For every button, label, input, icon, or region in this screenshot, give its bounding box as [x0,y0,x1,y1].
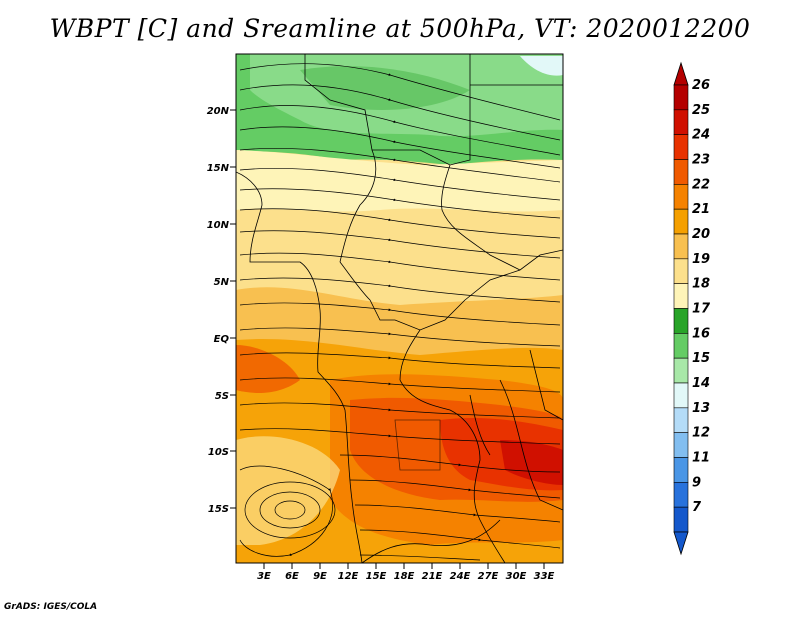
lat-label: 10S [208,447,229,458]
colorbar-label: 15 [692,351,710,366]
colorbar-bottom-arrow [673,531,689,556]
colorbar-label: 18 [692,277,710,292]
colorbar-label: 23 [692,153,710,168]
lat-label: 15S [208,504,229,515]
colorbar-swatch [673,184,689,210]
map-title: WBPT [C] and Sreamline at 500hPa, VT: 20… [49,14,751,43]
lat-label: 10N [207,220,230,231]
colorbar-label: 12 [692,426,710,441]
colorbar-swatch [673,382,689,409]
lat-label: 5S [215,391,229,402]
lon-label: 21E [422,571,443,582]
lon-label: 9E [313,571,327,582]
lat-label: EQ [214,334,230,345]
colorbar-swatch [673,333,689,359]
lat-label: 15N [207,163,230,174]
colorbar-label: 16 [692,326,710,341]
colorbar-swatch [673,109,689,135]
colorbar-swatch [673,159,689,185]
lat-label: 20N [207,106,230,117]
lat-label: 5N [214,277,230,288]
colorbar-label: 19 [692,252,710,267]
latitude-axis: 20N 15N 10N 5N EQ 5S 10S 15S [207,106,236,515]
colorbar-label: 13 [692,401,710,416]
colorbar-label: 25 [692,103,710,118]
colorbar-label: 26 [692,78,710,93]
colorbar-swatch [673,357,689,384]
colorbar-label: 7 [692,500,702,515]
colorbar-swatch [673,283,689,309]
colorbar-label: 11 [692,451,710,466]
lon-label: 33E [534,571,555,582]
colorbar-swatch [673,506,689,533]
lon-label: 27E [478,571,499,582]
lon-label: 12E [338,571,359,582]
lon-label: 3E [257,571,271,582]
lon-label: 30E [506,571,527,582]
lon-label: 6E [285,571,299,582]
colorbar: 26 25 24 23 22 21 20 19 18 17 16 15 14 13 12 11 9 7 [673,61,711,556]
colorbar-swatch [673,407,689,433]
colorbar-label: 22 [692,177,710,192]
colorbar-swatch [673,258,689,284]
lon-label: 18E [394,571,415,582]
colorbar-swatch [673,308,689,334]
colorbar-label: 24 [692,128,710,143]
lon-label: 24E [450,571,471,582]
colorbar-swatch [673,208,689,235]
colorbar-swatch [673,134,689,160]
longitude-axis: 3E 6E 9E 12E 15E 18E 21E 24E 27E 30E 33E [257,563,555,582]
grads-credit: GrADS: IGES/COLA [4,602,98,612]
colorbar-swatch [673,457,689,483]
colorbar-label: 21 [692,202,710,217]
temperature-field [236,54,563,563]
lon-label: 15E [366,571,387,582]
country-borders [236,54,563,563]
colorbar-top-arrow [673,61,689,86]
streamlines [239,63,561,561]
colorbar-swatch [673,233,689,260]
colorbar-label: 20 [692,227,710,242]
colorbar-swatch [673,432,689,458]
colorbar-label: 14 [692,376,710,391]
colorbar-label: 9 [692,475,701,490]
map-frame [235,53,564,564]
colorbar-swatch [673,482,689,508]
colorbar-swatch [673,84,689,111]
colorbar-label: 17 [692,302,711,317]
